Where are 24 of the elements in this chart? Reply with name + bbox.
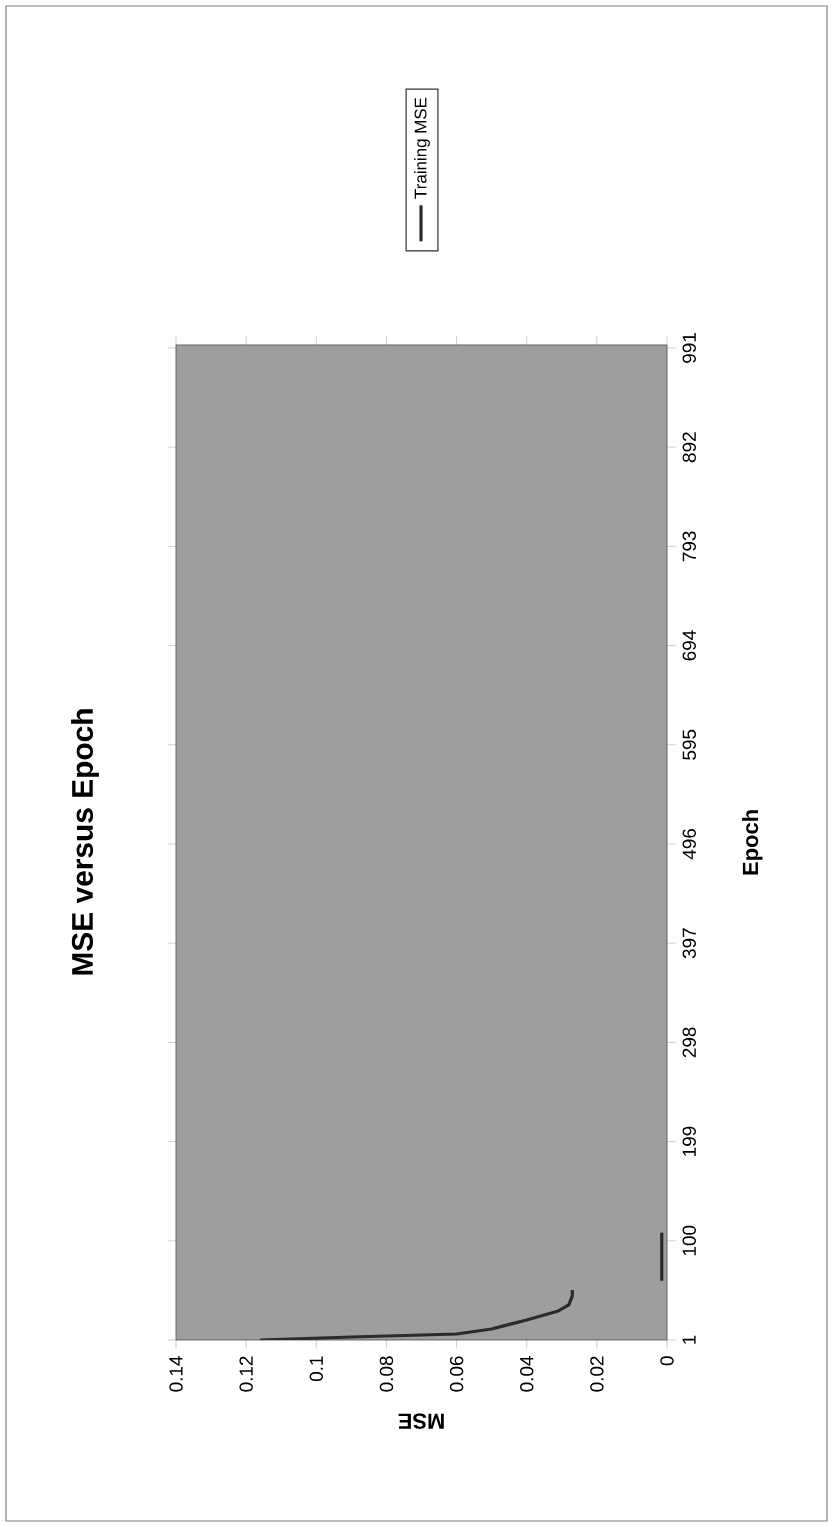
y-tick-label: 100	[682, 1225, 696, 1256]
x-tick-label: 0.08	[379, 1356, 394, 1392]
y-tick-label: 892	[682, 432, 696, 463]
x-tick-label: 0.02	[590, 1356, 604, 1392]
x-tick-label: 0	[660, 1356, 674, 1366]
y-tick-label: 397	[682, 928, 696, 959]
text: Training MSE	[414, 97, 430, 199]
x-tick-label: 0.14	[169, 1356, 183, 1392]
line-series	[258, 1288, 574, 1340]
y-tick-label: 496	[682, 829, 696, 860]
x-tick-label: 0.1	[309, 1356, 323, 1382]
y-tick-label: 991	[682, 333, 696, 363]
y-tick-label: 694	[682, 630, 696, 661]
y-axis-title: Epoch	[742, 810, 763, 875]
x-tick-label: 0.06	[449, 1356, 464, 1392]
y-tick-label: 1	[682, 1335, 696, 1344]
y-tick-label: 793	[682, 531, 696, 562]
x-tick-label: 0.04	[520, 1356, 534, 1392]
x-tick-label: 0.12	[239, 1356, 253, 1392]
text: MSE versus Epoch	[71, 709, 99, 975]
x-axis-title: MSE	[398, 1413, 444, 1429]
y-tick-label: 199	[682, 1126, 696, 1156]
y-tick-label: 595	[682, 729, 696, 760]
y-tick-label: 298	[682, 1027, 696, 1058]
